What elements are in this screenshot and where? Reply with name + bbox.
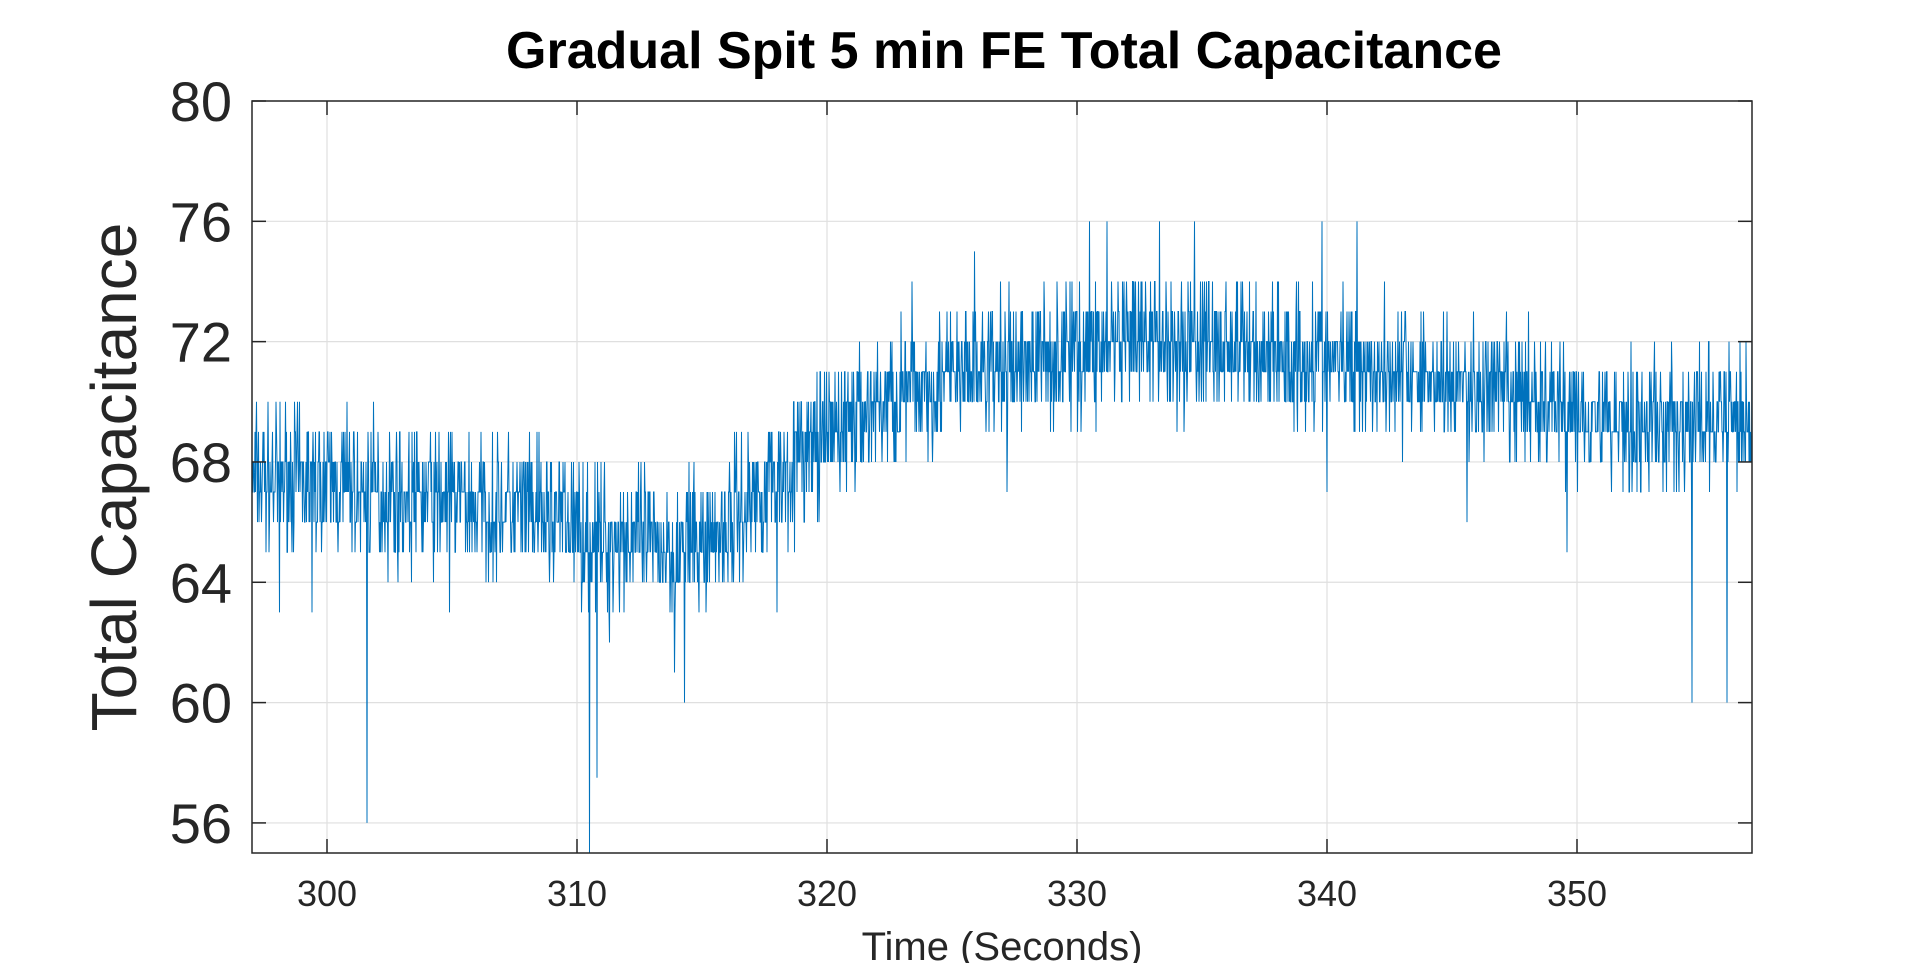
chart-title: Gradual Spit 5 min FE Total Capacitance (506, 22, 1502, 80)
y-axis-label: Total Capacitance (78, 223, 150, 732)
y-tick-label: 76 (170, 190, 232, 253)
x-tick-label: 310 (547, 873, 607, 914)
series-capacitance (252, 221, 1753, 854)
plot-area (252, 101, 1752, 853)
x-tick-label: 320 (797, 873, 857, 914)
grid-lines (252, 100, 1752, 853)
axis-ticks (252, 100, 1752, 853)
y-tick-label: 64 (170, 551, 232, 614)
y-tick-label: 56 (170, 792, 232, 855)
y-tick-label: 80 (170, 70, 232, 133)
y-tick-label: 60 (170, 672, 232, 735)
plot-box (251, 100, 1753, 854)
x-tick-labels: 300 310 320 330 340 350 (297, 873, 1607, 914)
x-tick-label: 350 (1547, 873, 1607, 914)
y-tick-labels: 56 60 64 68 72 76 80 (170, 70, 232, 855)
x-axis-label: Time (Seconds) (862, 925, 1143, 963)
series-line (252, 221, 1753, 854)
x-tick-label: 330 (1047, 873, 1107, 914)
x-tick-label: 340 (1297, 873, 1357, 914)
y-tick-label: 72 (170, 311, 232, 374)
x-tick-label: 300 (297, 873, 357, 914)
y-tick-label: 68 (170, 431, 232, 494)
